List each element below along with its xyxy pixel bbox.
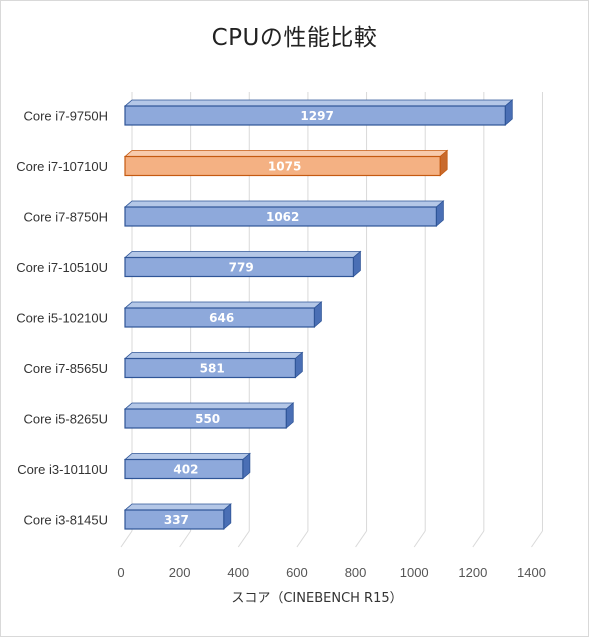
bar-top bbox=[123, 402, 295, 410]
bar: 581 bbox=[123, 351, 304, 379]
bar-front bbox=[124, 206, 437, 227]
bars: 1297 1075 1062 779 646 581 550 402 337 bbox=[123, 99, 514, 530]
bar-top bbox=[123, 453, 251, 460]
bar-front bbox=[124, 155, 441, 177]
data-label: 1062 bbox=[266, 210, 299, 224]
bar: 1297 bbox=[123, 99, 514, 126]
floor-gridline bbox=[179, 530, 192, 548]
x-tick-labels: 0 200 400 600 800 1000 1200 1400 bbox=[117, 565, 546, 580]
x-tick-label: 1400 bbox=[517, 565, 546, 580]
floor-gridline bbox=[355, 530, 367, 548]
x-axis-label: スコア（CINEBENCH R15） bbox=[231, 591, 402, 606]
bar: 646 bbox=[123, 301, 323, 328]
category-label: Core i7-8565U bbox=[23, 361, 108, 376]
bar-top bbox=[123, 200, 445, 208]
category-labels: Core i7-9750H Core i7-10710U Core i7-8750H… bbox=[16, 109, 108, 528]
bar: 1062 bbox=[123, 200, 445, 227]
chart-title: CPUの性能比較 bbox=[211, 25, 378, 51]
category-label: Core i5-8265U bbox=[23, 412, 108, 427]
x-tick-label: 400 bbox=[227, 565, 249, 580]
bar-front bbox=[124, 256, 355, 278]
category-label: Core i3-10110U bbox=[17, 462, 108, 477]
category-label: Core i7-10710U bbox=[16, 159, 108, 174]
data-label: 1297 bbox=[300, 109, 333, 123]
category-label: Core i7-8750H bbox=[23, 210, 108, 225]
data-label: 550 bbox=[195, 412, 220, 426]
category-label: Core i7-9750H bbox=[23, 109, 108, 124]
data-label: 581 bbox=[200, 362, 225, 376]
bar-front bbox=[124, 357, 296, 379]
bar-top bbox=[123, 99, 514, 107]
floor-gridline bbox=[296, 530, 309, 548]
bar-top bbox=[123, 352, 304, 359]
bar-front bbox=[124, 408, 287, 429]
category-label: Core i5-10210U bbox=[16, 311, 108, 326]
bar: 402 bbox=[123, 452, 251, 480]
bar-front bbox=[124, 509, 225, 530]
bar-front bbox=[124, 105, 506, 126]
bar-top bbox=[123, 301, 323, 309]
bar: 779 bbox=[123, 250, 362, 278]
x-tick-label: 600 bbox=[286, 565, 308, 580]
x-tick-label: 1200 bbox=[458, 565, 487, 580]
data-label: 779 bbox=[229, 261, 254, 275]
floor-gridline bbox=[237, 530, 250, 548]
bar-top bbox=[123, 150, 449, 157]
x-tick-label: 800 bbox=[345, 565, 367, 580]
x-tick-label: 1000 bbox=[400, 565, 429, 580]
floor-gridline bbox=[531, 530, 543, 548]
data-label: 1075 bbox=[268, 160, 301, 174]
x-tick-label: 200 bbox=[169, 565, 191, 580]
data-label: 646 bbox=[209, 311, 234, 325]
floor-gridline bbox=[120, 530, 133, 548]
x-tick-label: 0 bbox=[117, 565, 124, 580]
bar-front bbox=[124, 307, 316, 328]
data-label: 337 bbox=[164, 513, 189, 527]
category-label: Core i7-10510U bbox=[16, 260, 108, 275]
bar-top bbox=[123, 503, 232, 511]
bar-top bbox=[123, 251, 362, 258]
bar: 337 bbox=[123, 503, 232, 530]
bar: 550 bbox=[123, 402, 295, 429]
bar: 1075 bbox=[123, 149, 449, 177]
floor-gridline bbox=[413, 530, 426, 548]
bar-front bbox=[124, 458, 244, 480]
floor-gridline bbox=[472, 530, 485, 548]
data-label: 402 bbox=[173, 463, 198, 477]
category-label: Core i3-8145U bbox=[23, 513, 108, 528]
